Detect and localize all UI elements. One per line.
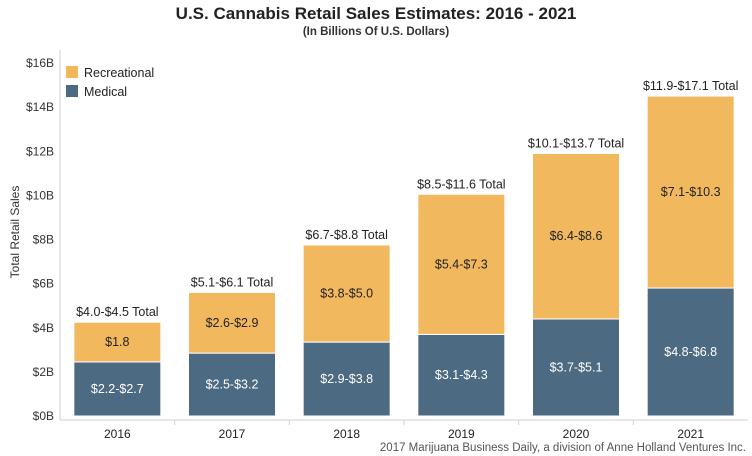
bar-label-medical: $2.5-$3.2	[206, 378, 259, 392]
bar-recreational	[302, 244, 391, 343]
chart-subtitle: (In Billions Of U.S. Dollars)	[302, 26, 450, 38]
bar-recreational	[73, 321, 162, 363]
x-tick-label: 2021	[677, 427, 704, 441]
x-tick-label: 2017	[219, 427, 246, 441]
total-label: $6.7-$8.8 Total	[305, 228, 387, 242]
bar-medical	[73, 361, 162, 417]
x-tick-label: 2018	[333, 427, 360, 441]
bar-label-medical: $2.9-$3.8	[320, 372, 373, 386]
chart-title: U.S. Cannabis Retail Sales Estimates: 20…	[175, 4, 577, 23]
x-tick-label: 2019	[448, 427, 475, 441]
y-tick-label: $10B	[26, 188, 54, 202]
bar-medical	[188, 352, 276, 417]
y-tick-label: $2B	[33, 365, 54, 379]
total-label: $10.1-$13.7 Total	[528, 136, 624, 150]
bar-recreational	[188, 291, 276, 354]
bar-label-recreational: $3.8-$5.0	[320, 287, 373, 301]
y-tick-label: $4B	[33, 321, 54, 335]
y-tick-label: $8B	[33, 233, 54, 247]
y-tick-label: $6B	[33, 277, 54, 291]
source-note: 2017 Marijuana Business Daily, a divisio…	[379, 442, 746, 454]
y-tick-label: $16B	[26, 56, 54, 70]
x-tick-label: 2016	[104, 427, 131, 441]
bar-recreational	[532, 152, 620, 320]
total-label: $4.0-$4.5 Total	[76, 305, 158, 319]
bar-label-medical: $2.2-$2.7	[91, 382, 144, 396]
total-label: $11.9-$17.1 Total	[643, 79, 738, 93]
bar-recreational	[417, 193, 506, 335]
bar-label-medical: $3.1-$4.3	[435, 368, 488, 382]
bar-label-recreational: $2.6-$2.9	[206, 316, 259, 330]
legend-label: Medical	[84, 85, 127, 99]
y-tick-label: $12B	[26, 144, 54, 158]
bar-label-medical: $4.8-$6.8	[664, 345, 717, 359]
legend-swatch	[66, 85, 78, 97]
legend-swatch	[66, 66, 78, 78]
total-label: $5.1-$6.1 Total	[191, 275, 273, 289]
bar-label-recreational: $1.8	[105, 335, 129, 349]
bar-recreational	[646, 95, 735, 289]
bar-label-recreational: $6.4-$8.6	[550, 229, 603, 243]
bar-medical	[302, 341, 391, 417]
y-tick-label: $0B	[33, 409, 54, 423]
bar-label-recreational: $5.4-$7.3	[435, 257, 488, 271]
bar-medical	[646, 287, 735, 417]
x-tick-label: 2020	[563, 427, 590, 441]
bar-medical	[417, 333, 506, 417]
bar-label-medical: $3.7-$5.1	[550, 360, 603, 374]
legend-label: Recreational	[84, 66, 154, 80]
bar-label-recreational: $7.1-$10.3	[661, 185, 721, 199]
y-tick-label: $14B	[26, 100, 54, 114]
total-label: $8.5-$11.6 Total	[417, 177, 506, 191]
